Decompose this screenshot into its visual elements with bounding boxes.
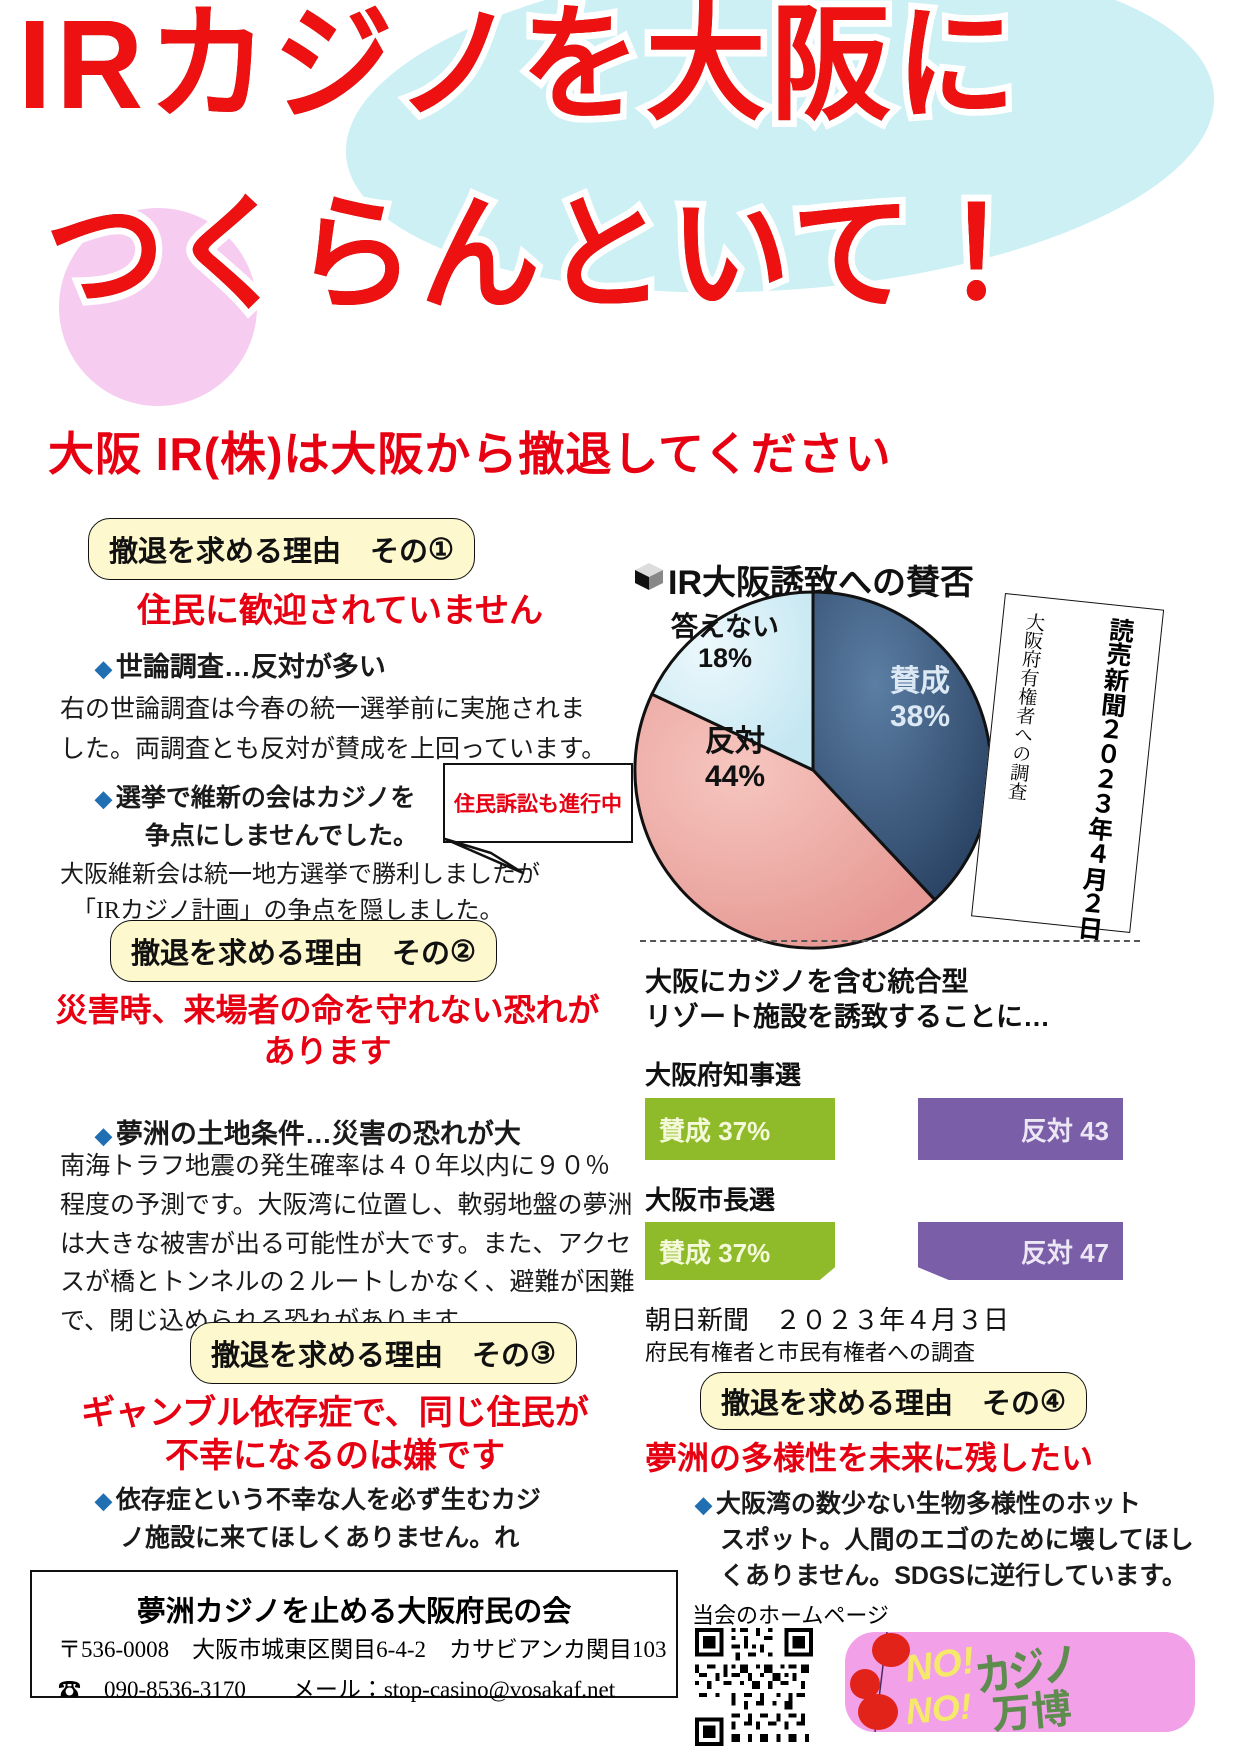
svg-text:万博: 万博 [989,1676,1074,1732]
svg-text:NO!: NO! [902,1640,977,1691]
svg-text:NO!: NO! [904,1685,973,1732]
